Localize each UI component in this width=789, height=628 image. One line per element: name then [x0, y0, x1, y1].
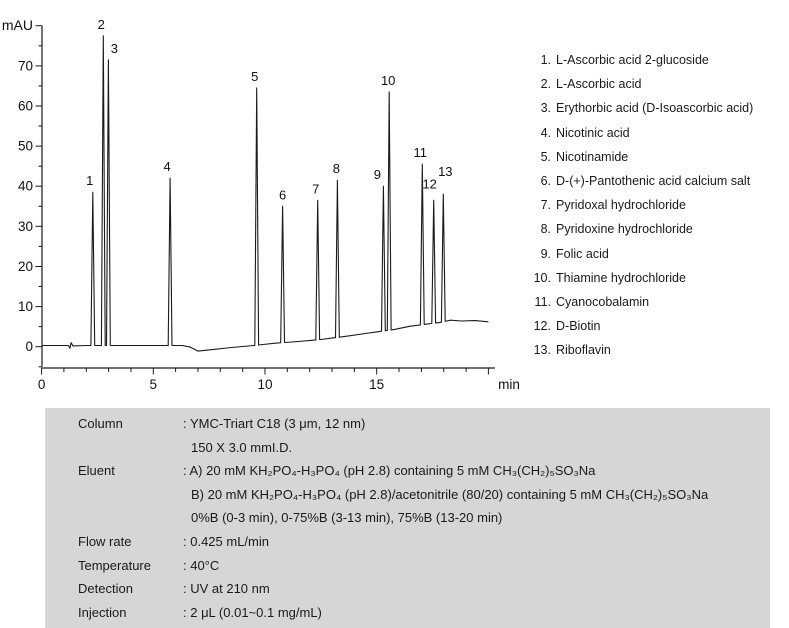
condition-value-line: : A) 20 mM KH₂PO₄-H₃PO₄ (pH 2.8) contain… [183, 463, 596, 479]
legend-item: 1. L-Ascorbic acid 2-glucoside [525, 48, 753, 72]
legend-item-number: 3. [540, 101, 551, 116]
legend-item-name: Nicotinamide [556, 149, 629, 164]
legend-item: 10. Thiamine hydrochloride [525, 266, 753, 290]
conditions-row: Detection : UV at 210 nm [78, 577, 770, 601]
legend-item-name: Cyanocobalamin [556, 295, 650, 310]
legend-item-number: 7. [540, 198, 551, 213]
peak-label-3: 3 [111, 41, 118, 56]
condition-value-line: : UV at 210 nm [183, 581, 270, 597]
y-axis-title: mAU [2, 17, 33, 33]
condition-label: Flow rate [78, 533, 132, 549]
conditions-row: Temperature : 40°C [78, 554, 770, 578]
condition-value-line: : 0.425 mL/min [183, 533, 269, 549]
x-axis-unit: min [498, 377, 520, 392]
y-tick-label: 40 [18, 179, 33, 194]
chromatogram-trace [41, 35, 489, 352]
peak-label-4: 4 [163, 159, 170, 174]
legend-item-number: 8. [540, 222, 551, 237]
x-tick-label: 0 [38, 377, 46, 392]
legend-item-name: Erythorbic acid (D-Isoascorbic acid) [556, 101, 754, 116]
condition-value-line: : YMC-Triart C18 (3 μm, 12 nm) [183, 416, 366, 431]
x-tick-label: 15 [369, 377, 384, 392]
condition-value: : 0.425 mL/min [183, 530, 770, 554]
condition-label: Injection [78, 604, 127, 620]
peak-label-2: 2 [98, 17, 105, 32]
y-tick-label: 50 [18, 139, 33, 154]
legend-item-name: L-Ascorbic acid 2-glucoside [556, 53, 709, 67]
legend-item-name: Pyridoxal hydrochloride [556, 198, 686, 213]
peak-label-12: 12 [422, 176, 436, 191]
legend-item: 7. Pyridoxal hydrochloride [525, 193, 753, 217]
legend-item-number: 9. [540, 246, 551, 261]
legend-item-name: D-(+)-Pantothenic acid calcium salt [556, 174, 751, 189]
legend-item: 3. Erythorbic acid (D-Isoascorbic acid) [525, 96, 754, 120]
conditions-table: Column : YMC-Triart C18 (3 μm, 12 nm) 150 … [45, 408, 770, 628]
y-tick-label: 0 [25, 339, 33, 354]
peak-label-5: 5 [251, 69, 258, 84]
legend-item-name: Thiamine hydrochloride [556, 270, 686, 285]
condition-label: Detection [78, 581, 133, 597]
x-tick-label: 5 [150, 377, 158, 392]
legend-item-number: 1. [540, 53, 551, 67]
legend-item-name: L-Ascorbic acid [556, 77, 642, 92]
conditions-row: Flow rate : 0.425 mL/min [78, 530, 770, 554]
legend-item-name: Folic acid [556, 246, 609, 261]
y-tick-label: 20 [18, 259, 33, 274]
legend-item-number: 10. [533, 270, 551, 285]
legend-item: 6. D-(+)-Pantothenic acid calcium salt [525, 169, 753, 193]
condition-value: : UV at 210 nm [183, 577, 770, 601]
legend-item-number: 6. [540, 174, 551, 189]
condition-label: Column [78, 416, 123, 431]
conditions-row: Eluent : A) 20 mM KH₂PO₄-H₃PO₄ (pH 2.8) c… [78, 459, 770, 530]
conditions-row: Injection : 2 μL (0.01~0.1 mg/mL) [78, 601, 770, 625]
peak-label-10: 10 [381, 73, 395, 88]
y-tick-label: 60 [18, 99, 33, 114]
peak-label-7: 7 [312, 181, 319, 196]
legend-item: 11. Cyanocobalamin [525, 290, 753, 314]
y-tick-label: 30 [18, 219, 33, 234]
condition-value-line: : 2 μL (0.01~0.1 mg/mL) [183, 604, 322, 620]
condition-value: : 2 μL (0.01~0.1 mg/mL) [183, 601, 770, 625]
condition-label: Eluent [78, 463, 115, 479]
legend-item: 5. Nicotinamide [525, 145, 753, 169]
peak-label-1: 1 [86, 173, 93, 188]
legend-item: 12. D-Biotin [525, 314, 753, 338]
legend-item-number: 2. [540, 77, 551, 92]
peak-label-8: 8 [333, 161, 340, 176]
condition-value: : YMC-Triart C18 (3 μm, 12 nm) 150 X 3.0 … [183, 412, 770, 459]
peak-legend: 1. L-Ascorbic acid 2-glucoside 2. L-Ascorbi… [525, 48, 754, 363]
condition-value-line: 150 X 3.0 mmI.D. [191, 439, 293, 455]
legend-item: 9. Folic acid [525, 242, 753, 266]
legend-item: 8. Pyridoxine hydrochloride [525, 217, 753, 241]
legend-item-name: Nicotinic acid [556, 125, 630, 140]
y-tick-label: 70 [18, 58, 33, 73]
peak-label-11: 11 [414, 145, 428, 160]
peak-label-13: 13 [438, 164, 452, 179]
y-tick-label: 10 [18, 299, 33, 314]
legend-item-number: 11. [534, 295, 551, 310]
condition-value: : A) 20 mM KH₂PO₄-H₃PO₄ (pH 2.8) contain… [183, 459, 770, 530]
condition-value-line: B) 20 mM KH₂PO₄-H₃PO₄ (pH 2.8)/acetonitr… [191, 486, 709, 502]
conditions-row: Column : YMC-Triart C18 (3 μm, 12 nm) 150 … [78, 412, 770, 459]
legend-item: 2. L-Ascorbic acid [525, 72, 753, 96]
legend-item: 13. Riboflavin [525, 338, 753, 362]
peak-label-6: 6 [279, 187, 286, 202]
legend-item-number: 5. [540, 149, 551, 164]
legend-item-name: D-Biotin [556, 319, 601, 334]
legend-item-number: 4. [540, 125, 551, 140]
peak-label-9: 9 [374, 167, 381, 182]
x-tick-label: 10 [257, 377, 272, 392]
condition-value-line: : 40°C [183, 557, 220, 573]
legend-item-name: Pyridoxine hydrochloride [556, 222, 693, 237]
legend-item-number: 13. [533, 343, 551, 358]
legend-item-name: Riboflavin [556, 343, 611, 358]
condition-value: : 40°C [183, 554, 770, 578]
legend-item-number: 12. [533, 319, 551, 334]
condition-value-line: 0%B (0-3 min), 0-75%B (3-13 min), 75%B (… [191, 510, 503, 526]
legend-item: 4. Nicotinic acid [525, 121, 753, 145]
condition-label: Temperature [78, 557, 151, 573]
